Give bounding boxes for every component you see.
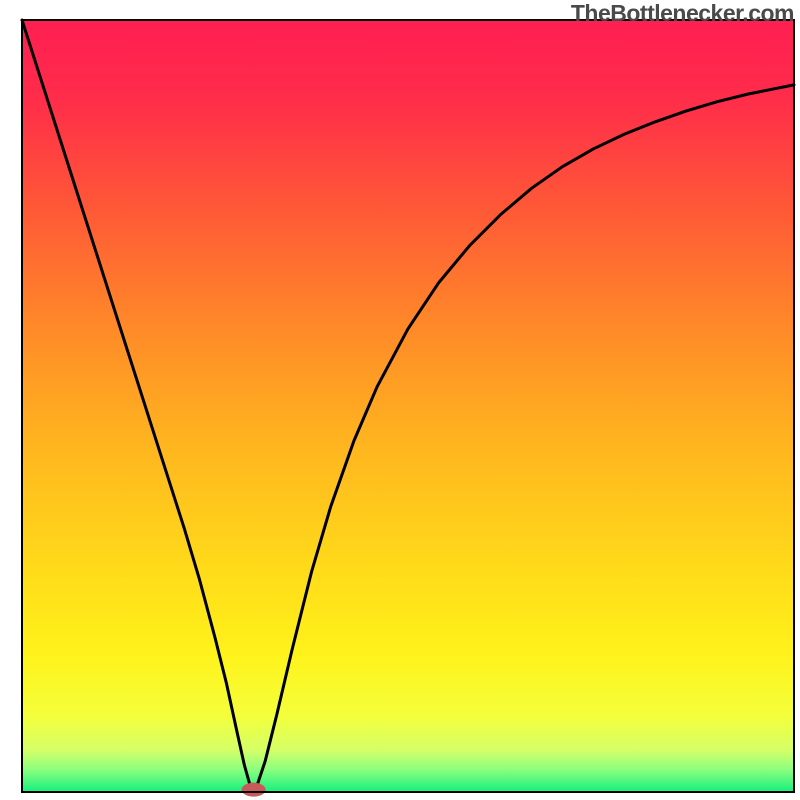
plot-background [22, 20, 794, 792]
optimal-point-marker [242, 783, 266, 797]
watermark-text: TheBottlenecker.com [571, 0, 794, 27]
bottleneck-chart [0, 0, 800, 800]
